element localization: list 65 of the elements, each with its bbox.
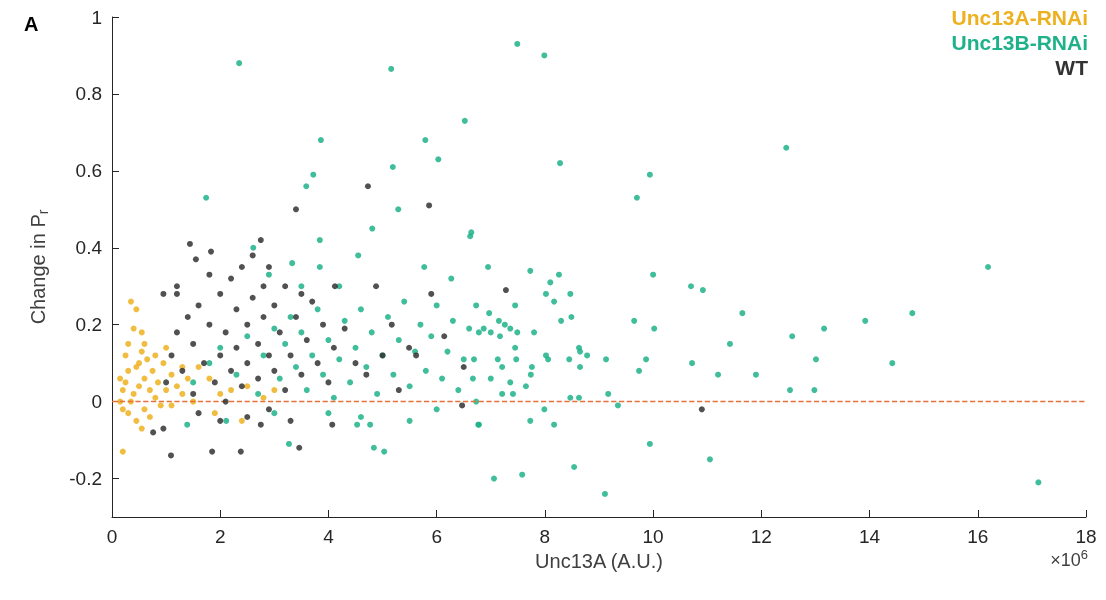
- y-tick-label: 0: [91, 391, 102, 413]
- point: [163, 387, 170, 394]
- y-tick-label: 0.4: [75, 237, 103, 259]
- text: WT: [1055, 56, 1089, 79]
- point: [228, 387, 235, 394]
- y-axis-title: Change in Pr: [27, 209, 51, 325]
- point: [141, 375, 148, 382]
- x-axis-title: Unc13A (A.U.): [535, 549, 663, 572]
- point: [146, 414, 153, 420]
- text: Unc13A-RNAi: [951, 6, 1088, 29]
- point: [152, 394, 159, 401]
- point: [130, 390, 137, 397]
- point: [138, 348, 145, 355]
- x-tick-label: 4: [323, 526, 335, 547]
- point: [260, 394, 267, 401]
- point: [122, 352, 129, 359]
- point: [133, 417, 140, 424]
- point: [211, 410, 218, 417]
- point: [125, 367, 132, 374]
- point: [127, 298, 134, 305]
- point: [144, 356, 151, 363]
- point: [238, 417, 245, 424]
- point: [138, 329, 145, 336]
- y-tick-label: 1: [91, 6, 102, 28]
- text: A: [24, 13, 39, 35]
- y-tick-label: 0.6: [75, 160, 102, 182]
- point: [217, 390, 224, 397]
- point: [119, 387, 126, 394]
- point: [130, 325, 137, 332]
- point: [146, 387, 153, 394]
- text: Unc13B-RNAi: [951, 31, 1088, 54]
- x-tick-label: 10: [642, 526, 664, 547]
- point: [179, 390, 186, 397]
- point: [117, 375, 124, 382]
- y-tick-label: 0.8: [75, 83, 102, 105]
- x-tick-label: 8: [539, 526, 551, 547]
- point: [206, 375, 213, 382]
- y-tick-label: 0.2: [75, 314, 102, 336]
- x-tick-label: 18: [1075, 526, 1097, 547]
- point: [173, 383, 180, 390]
- x-tick-label: 12: [750, 526, 772, 547]
- point: [119, 448, 126, 455]
- point: [163, 344, 170, 351]
- point: [160, 360, 167, 367]
- x-tick-label: 0: [106, 526, 118, 547]
- point: [184, 375, 191, 382]
- point: [133, 364, 140, 370]
- point: [195, 364, 202, 370]
- x-tick-label: 16: [967, 526, 989, 547]
- point: [244, 383, 251, 390]
- point: [141, 340, 148, 347]
- point: [149, 367, 156, 374]
- point: [119, 406, 126, 413]
- x-tick-label: 14: [858, 526, 881, 547]
- point: [138, 425, 145, 432]
- point: [133, 306, 140, 313]
- x-tick-label: 2: [214, 526, 226, 547]
- y-tick-label: -0.2: [69, 468, 102, 490]
- x-tick-label: 6: [431, 526, 442, 547]
- point: [125, 340, 132, 347]
- point: [271, 387, 278, 394]
- point: [136, 383, 143, 390]
- point: [155, 379, 161, 386]
- point: [168, 402, 175, 409]
- point: [125, 410, 132, 417]
